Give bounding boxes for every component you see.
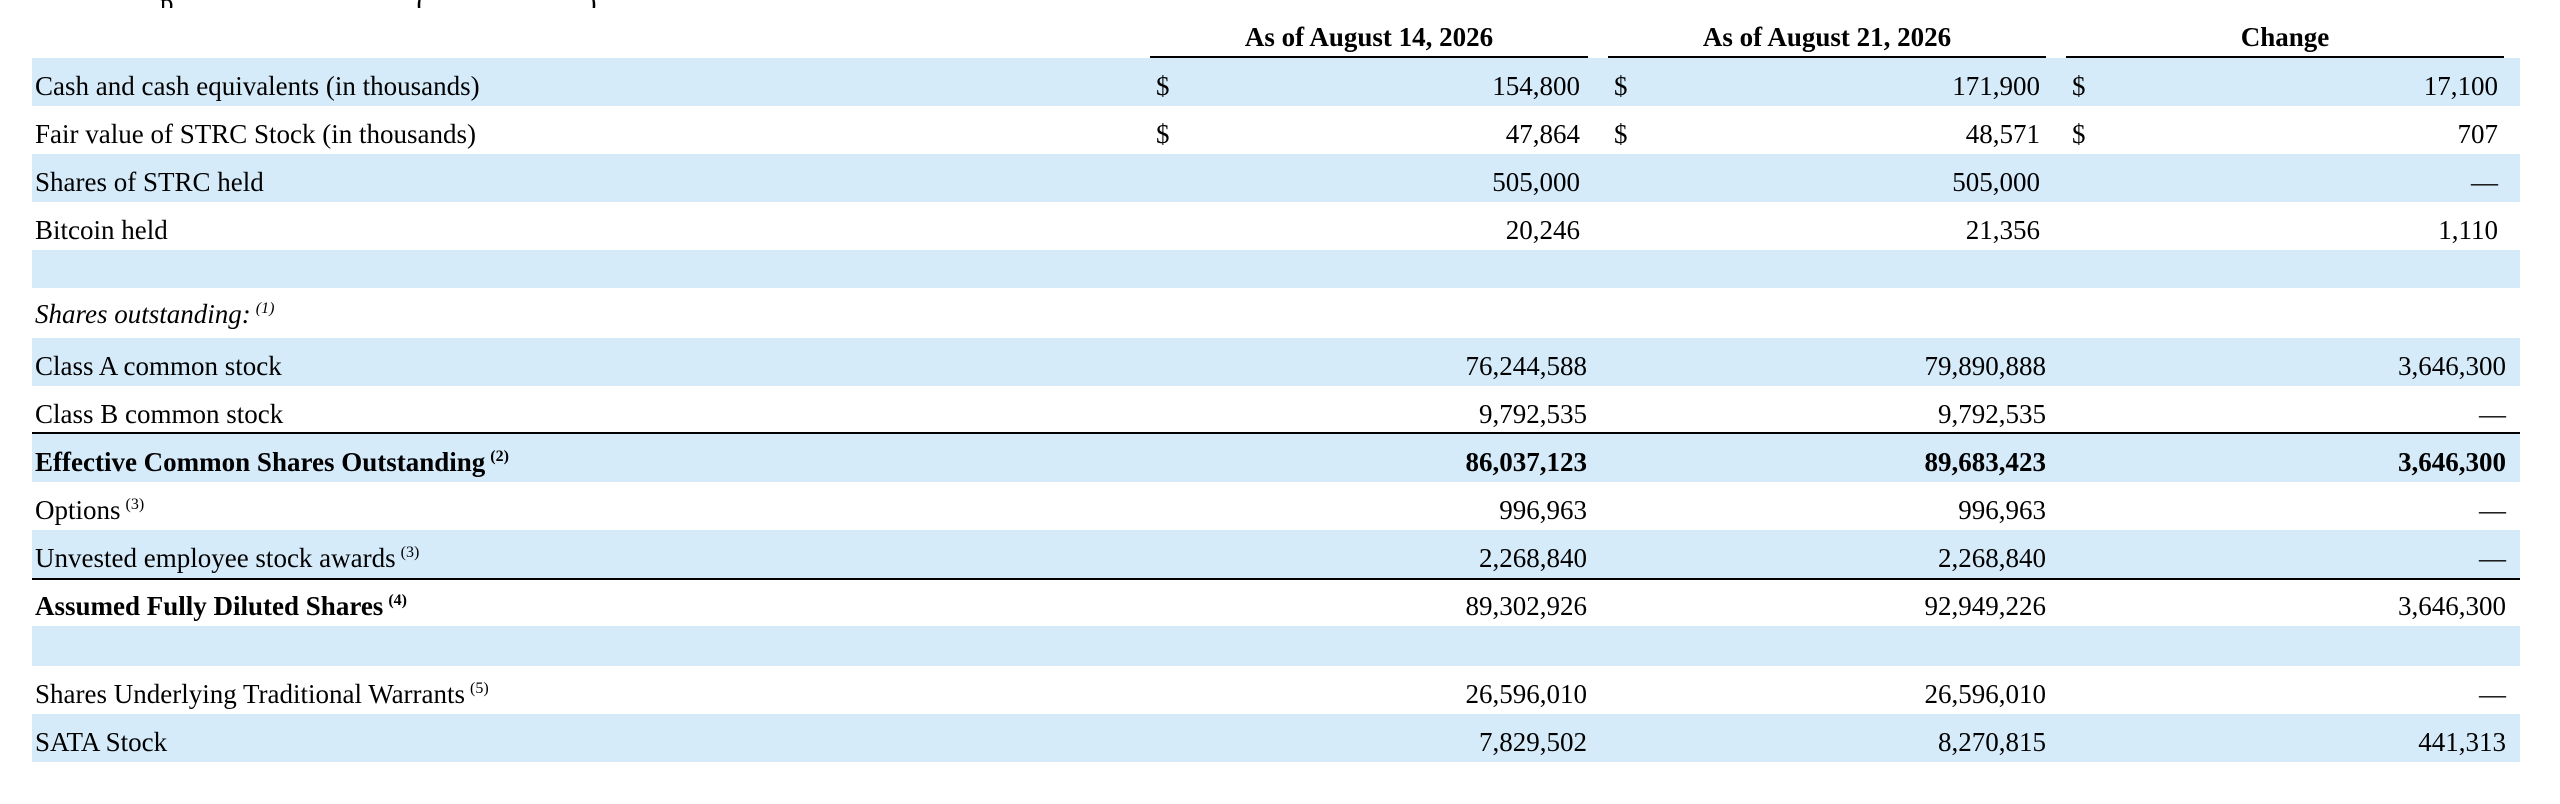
table-row-warrants: Shares Underlying Traditional Warrants (5… [0,670,2560,718]
table-row-class-a: Class A common stock 76,244,588 79,890,8… [0,342,2560,390]
table-row-sata: SATA Stock 7,829,502 8,270,815 441,313 [0,718,2560,766]
value-aug14: 996,963 [1499,495,1587,525]
table-row-class-b: Class B common stock 9,792,535 9,792,535… [0,390,2560,438]
row-label: SATA Stock [35,727,168,757]
value-change: 707 [2457,119,2499,149]
value-aug21: 2,268,840 [1938,543,2046,573]
row-label: Options (3) [35,495,145,525]
value-aug14: 86,037,123 [1465,447,1588,477]
row-band [32,58,2520,106]
row-label: Shares Underlying Traditional Warrants (5… [35,679,489,709]
value-change: — [2479,399,2506,429]
row-band [32,434,2520,482]
section-heading-shares-outstanding: Shares outstanding: (1) [0,290,2560,338]
value-aug21: 996,963 [1958,495,2046,525]
value-change: 3,646,300 [2398,447,2506,477]
currency-symbol: $ [2072,71,2086,101]
value-change: — [2479,543,2506,573]
table-row-strc-shares: Shares of STRC held 505,000 505,000 — [0,158,2560,206]
currency-symbol: $ [1156,119,1170,149]
table-row-options: Options (3) 996,963 996,963 — [0,486,2560,534]
row-band [32,714,2520,762]
row-label: Class A common stock [35,351,282,381]
row-label: Unvested employee stock awards (3) [35,543,420,573]
value-aug21: 171,900 [1952,71,2040,101]
currency-symbol: $ [2072,119,2086,149]
table-row-fully-diluted: Assumed Fully Diluted Shares (4) 89,302,9… [0,582,2560,630]
row-label: Bitcoin held [35,215,168,245]
table-row-cash: Cash and cash equivalents (in thousands)… [0,62,2560,110]
value-change: — [2479,495,2506,525]
table-row-bitcoin: Bitcoin held 20,246 21,356 1,110 [0,206,2560,254]
subtotal-rule [32,432,2520,434]
footnote-ref: (5) [470,680,489,697]
value-aug21: 48,571 [1965,119,2040,149]
row-label: Shares outstanding: (1) [35,299,275,329]
row-label: Effective Common Shares Outstanding (2) [35,447,509,477]
spacer-band [32,626,2520,666]
row-label: Shares of STRC held [35,167,264,197]
row-label: Cash and cash equivalents (in thousands) [35,71,480,101]
value-aug21: 8,270,815 [1938,727,2046,757]
row-band [32,530,2520,578]
currency-symbol: $ [1614,119,1628,149]
value-aug14: 26,596,010 [1465,679,1588,709]
column-header-aug14: As of August 14, 2026 [1150,20,1588,58]
footnote-ref: (1) [255,300,275,317]
column-header-aug21: As of August 21, 2026 [1608,20,2046,58]
subtotal-rule [32,578,2520,580]
value-aug21: 21,356 [1965,215,2040,245]
footnote-ref: (3) [125,496,145,513]
column-header-change: Change [2066,20,2504,58]
value-change: 3,646,300 [2398,591,2506,621]
value-aug21: 26,596,010 [1924,679,2047,709]
value-change: 441,313 [2418,727,2506,757]
value-change: 3,646,300 [2398,351,2506,381]
footnote-ref: (3) [400,544,420,561]
row-band [32,338,2520,386]
value-aug21: 92,949,226 [1924,591,2047,621]
table-row-unvested-awards: Unvested employee stock awards (3) 2,268,… [0,534,2560,582]
value-change: 17,100 [2423,71,2498,101]
footnote-ref: (2) [490,448,509,465]
value-aug21: 79,890,888 [1924,351,2047,381]
value-aug14: 2,268,840 [1479,543,1587,573]
table-row-effective-shares: Effective Common Shares Outstanding (2) 8… [0,438,2560,486]
value-change: — [2471,167,2498,197]
value-aug14: 505,000 [1492,167,1580,197]
currency-symbol: $ [1156,71,1170,101]
footnote-ref: (4) [388,592,407,609]
value-change: 1,110 [2438,215,2498,245]
value-aug14: 89,302,926 [1465,591,1588,621]
row-label: Fair value of STRC Stock (in thousands) [35,119,476,149]
value-aug14: 20,246 [1505,215,1580,245]
spacer-band [32,250,2520,288]
row-band [32,154,2520,202]
value-aug14: 154,800 [1492,71,1580,101]
value-aug14: 7,829,502 [1479,727,1587,757]
value-change: — [2479,679,2506,709]
table-row-strc-fair-value: Fair value of STRC Stock (in thousands) … [0,110,2560,158]
row-label: Assumed Fully Diluted Shares (4) [35,591,407,621]
value-aug21: 9,792,535 [1938,399,2046,429]
value-aug21: 505,000 [1952,167,2040,197]
clipped-heading-fragment: p ( ) [0,0,1200,8]
row-label: Class B common stock [35,399,284,429]
currency-symbol: $ [1614,71,1628,101]
value-aug14: 76,244,588 [1465,351,1588,381]
value-aug21: 89,683,423 [1924,447,2047,477]
value-aug14: 47,864 [1505,119,1580,149]
value-aug14: 9,792,535 [1479,399,1587,429]
